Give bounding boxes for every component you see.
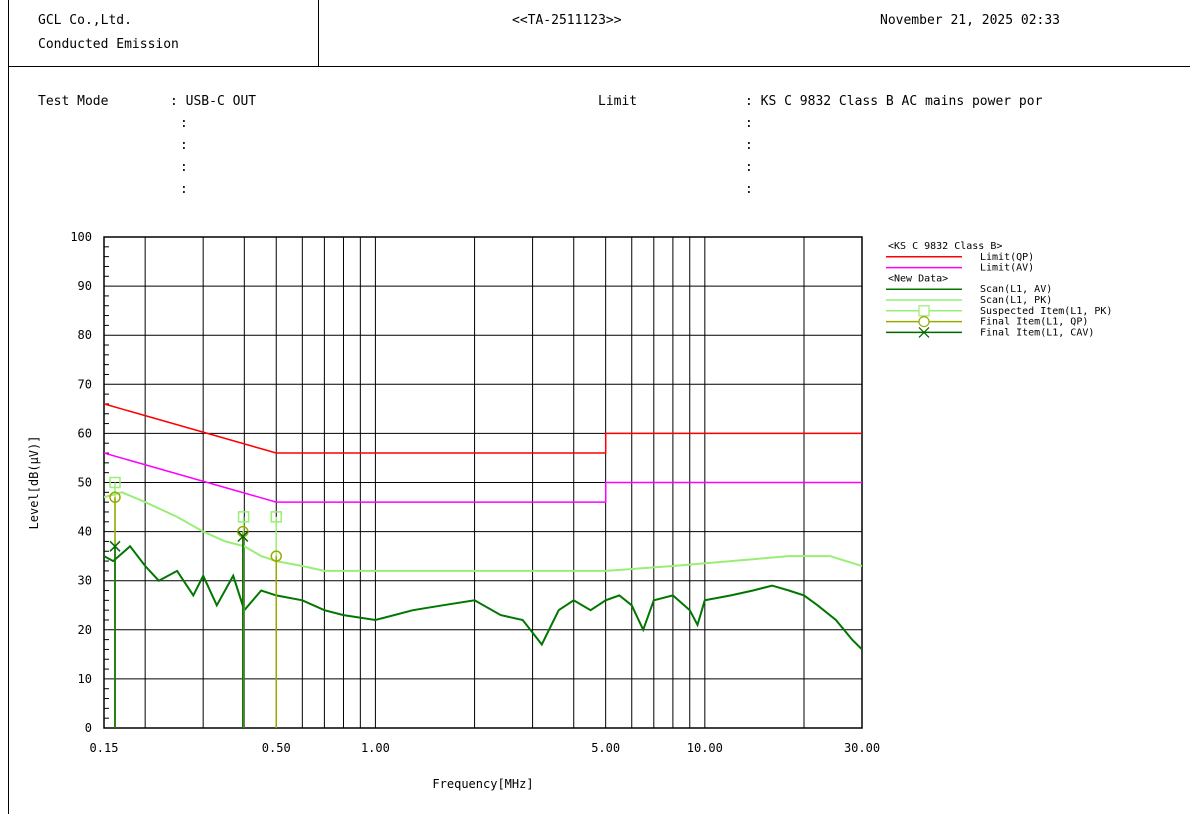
suspected-pk-marker <box>270 511 282 523</box>
x-tick-label: 10.00 <box>687 741 723 755</box>
y-tick-label: 40 <box>78 525 92 539</box>
report-datetime: November 21, 2025 02:33 <box>880 13 1061 28</box>
y-tick-label: 80 <box>78 328 92 342</box>
report-id: <<TA-2511123>> <box>512 13 622 28</box>
series-limit-av <box>103 452 862 503</box>
legend-swatch-square <box>918 305 930 317</box>
x-tick-label: 1.00 <box>361 741 390 755</box>
test-mode-value: : USB-C OUT <box>170 94 257 109</box>
frame-left-border <box>8 0 9 814</box>
legend-label: Limit(AV) <box>980 263 1034 274</box>
final-qp-marker <box>109 491 121 503</box>
x-tick-label: 0.15 <box>90 741 119 755</box>
final-qp-marker <box>270 550 282 562</box>
x-tick-label: 0.50 <box>262 741 291 755</box>
y-tick-label: 60 <box>78 426 92 440</box>
legend-swatch-cross <box>918 326 930 338</box>
legend-label: Final Item(L1, QP) <box>980 317 1088 328</box>
test-mode-colon-5: : <box>180 182 188 197</box>
y-tick-label: 90 <box>78 279 92 293</box>
y-tick-label: 50 <box>78 476 92 490</box>
series-limit-qp <box>103 403 862 454</box>
legend-label: Scan(L1, PK) <box>980 295 1052 306</box>
legend-label: Suspected Item(L1, PK) <box>980 306 1112 317</box>
y-tick-label: 0 <box>85 721 92 735</box>
company-box <box>8 0 319 66</box>
suspected-pk-marker <box>109 476 121 489</box>
y-tick-label: 100 <box>70 230 92 244</box>
test-mode-colon-4: : <box>180 160 188 175</box>
y-tick-label: 10 <box>78 672 92 686</box>
test-mode-colon-2: : <box>180 116 188 131</box>
x-axis-label: Frequency[MHz] <box>432 777 533 791</box>
limit-label: Limit <box>598 94 638 109</box>
limit-colon-3: : <box>745 138 753 153</box>
final-cav-marker <box>237 530 249 543</box>
x-tick-label: 5.00 <box>591 741 620 755</box>
legend-label: Final Item(L1, CAV) <box>980 327 1094 338</box>
legend-header: <New Data> <box>888 273 948 284</box>
limit-value: : KS C 9832 Class B AC mains power por <box>745 94 1043 109</box>
header-divider <box>8 66 1190 67</box>
suspected-pk-marker <box>237 511 250 523</box>
report-type: Conducted Emission <box>38 37 179 52</box>
test-mode-colon-3: : <box>180 138 188 153</box>
company-name: GCL Co.,Ltd. <box>38 13 132 28</box>
x-tick-label: 30.00 <box>844 741 880 755</box>
series-scan-pk <box>104 491 862 572</box>
y-tick-label: 20 <box>78 623 92 637</box>
test-mode-label: Test Mode <box>38 94 109 109</box>
series-scan-av <box>104 544 862 651</box>
y-tick-label: 30 <box>78 574 92 588</box>
legend-label: Scan(L1, AV) <box>980 284 1052 295</box>
limit-colon-2: : <box>745 116 753 131</box>
legend-header: <KS C 9832 Class B> <box>888 241 1002 252</box>
limit-colon-4: : <box>745 160 753 175</box>
legend-swatch-circle <box>918 316 930 328</box>
y-axis-label: Level[dB(µV)] <box>27 436 41 530</box>
limit-colon-5: : <box>745 182 753 197</box>
y-tick-label: 70 <box>78 377 92 391</box>
legend-label: Limit(QP) <box>980 252 1034 263</box>
final-cav-marker <box>109 540 121 552</box>
